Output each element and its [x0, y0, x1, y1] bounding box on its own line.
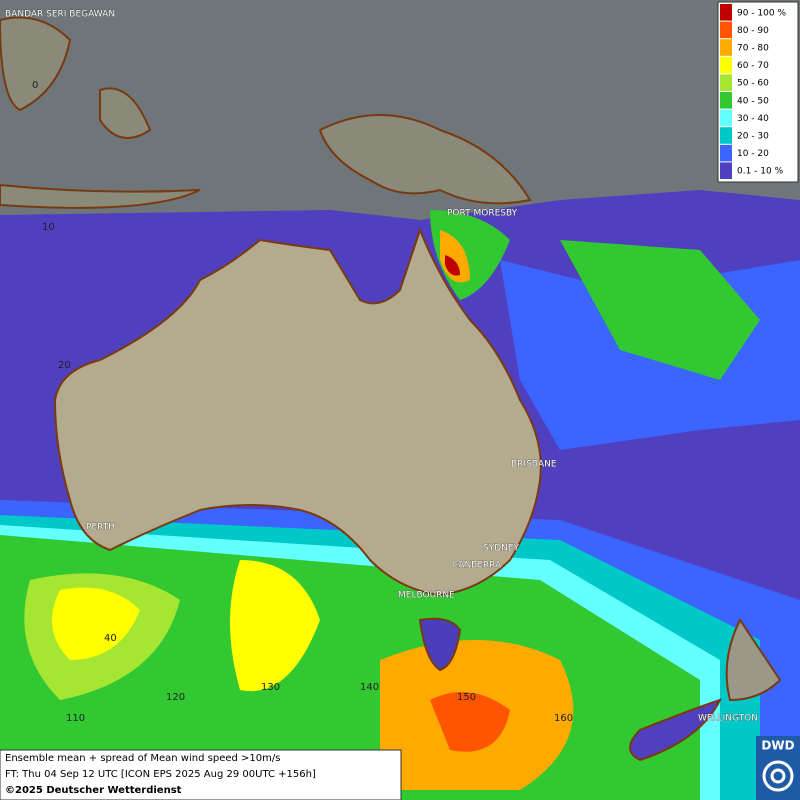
place-label: BRISBANE: [511, 460, 557, 470]
legend-swatch: [720, 21, 732, 39]
legend-swatch: [720, 56, 732, 74]
field-80-90: [430, 692, 510, 752]
legend-swatch: [720, 92, 732, 109]
caption-copyright: ©2025 Deutscher Wetterdienst: [5, 785, 182, 796]
place-label: PORT MORESBY: [447, 209, 518, 219]
legend-label: 70 - 80: [737, 44, 769, 54]
grid-label: 130: [261, 682, 280, 693]
new-guinea: [318, 114, 532, 205]
grid-label: 20: [58, 360, 71, 371]
legend-label: 60 - 70: [737, 61, 769, 71]
australia: [53, 227, 542, 597]
field-60-70: [52, 587, 140, 660]
legend-swatch: [720, 39, 732, 56]
legend-label: 80 - 90: [737, 26, 769, 36]
grid-label: 0: [32, 80, 38, 91]
field-60-70-b: [230, 560, 320, 692]
caption-box: [0, 749, 402, 800]
legend-label: 0.1 - 10 %: [737, 167, 784, 177]
place-label: WELLINGTON: [698, 714, 758, 724]
caption-line: Ensemble mean + spread of Mean wind spee…: [5, 753, 280, 764]
java-islands: [0, 183, 201, 209]
legend-label: 90 - 100 %: [737, 8, 786, 18]
place-label: PERTH: [86, 523, 115, 533]
place-label: BANDAR SERI BEGAWAN: [5, 10, 115, 20]
legend-label: 40 - 50: [737, 96, 769, 106]
logo-icon: [762, 760, 794, 792]
grid-label: 10: [42, 222, 55, 233]
grid-label: 40: [104, 633, 117, 644]
legend-swatch: [720, 74, 732, 91]
grid-label: 140: [360, 682, 379, 693]
grid-label: 120: [166, 692, 185, 703]
legend-label: 10 - 20: [737, 149, 769, 159]
field-40-50-east: [560, 240, 760, 380]
grid-label: 110: [66, 713, 85, 724]
borneo: [0, 16, 72, 112]
place-label: SYDNEY: [483, 544, 520, 554]
legend-swatch: [720, 109, 732, 127]
legend-swatch: [720, 4, 732, 21]
sulawesi: [99, 87, 152, 139]
legend-swatch: [720, 127, 732, 144]
legend-label: 50 - 60: [737, 79, 769, 89]
field-coast-ne-peak: [445, 255, 460, 276]
legend-label: 30 - 40: [737, 114, 769, 124]
place-label: MELBOURNE: [398, 591, 455, 601]
logo-text: DWD: [761, 739, 794, 753]
legend-swatch: [720, 162, 732, 179]
legend: 90 - 100 % 80 - 90 70 - 80 60 - 70 50 - 60 40…: [717, 1, 799, 183]
grid-label: 160: [554, 713, 573, 724]
legend-label: 20 - 30: [737, 132, 769, 142]
logo-icon: [770, 768, 786, 784]
nz-north: [725, 618, 782, 702]
nz-south: [629, 698, 722, 762]
caption-line: FT: Thu 04 Sep 12 UTC [ICON EPS 2025 Aug…: [5, 769, 316, 780]
legend-swatch: [720, 144, 732, 162]
grid-label: 150: [457, 692, 476, 703]
place-label: CANBERRA: [452, 561, 502, 571]
tasmania: [418, 617, 462, 672]
